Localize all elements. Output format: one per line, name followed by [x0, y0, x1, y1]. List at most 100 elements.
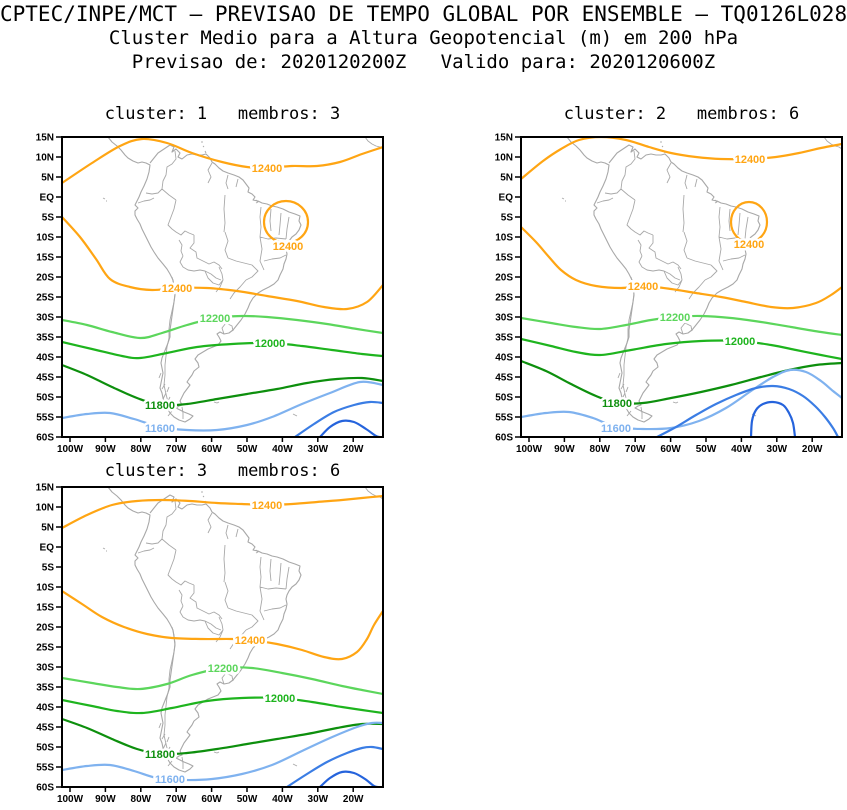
contour-12200 [521, 314, 842, 337]
lat-tick-label: 15N [36, 483, 54, 494]
contour-12400 [262, 199, 310, 245]
contour-12200 [62, 666, 383, 696]
lon-tick-label: 40W [731, 444, 752, 455]
lat-tick-label: 10S [36, 583, 54, 594]
contour-11600 [62, 380, 383, 432]
contour-label-12400: 12400 [628, 281, 659, 293]
contour-11400 [285, 745, 383, 787]
panel-title-cluster-1: cluster: 1 membros: 3 [104, 104, 341, 124]
lat-tick-label: 55S [36, 763, 54, 774]
contour-12400 [62, 137, 383, 185]
contour-12000 [521, 337, 842, 361]
lat-tick-label: 25S [495, 293, 513, 304]
lat-tick-label: 25S [36, 293, 54, 304]
contour-label-12200: 12200 [200, 313, 231, 325]
header-title-line2: Cluster Medio para a Altura Geopotencial… [108, 27, 739, 49]
contour-11800 [521, 359, 842, 405]
lon-tick-label: 40W [272, 444, 293, 455]
lat-tick-label: 55S [495, 413, 513, 424]
lat-tick-label: 45S [36, 723, 54, 734]
contour-label-12400: 12400 [235, 635, 266, 647]
lat-tick-label: 15N [36, 133, 54, 144]
lon-tick-label: 100W [57, 444, 84, 455]
contour-11600 [62, 721, 383, 782]
contour-11400 [655, 384, 840, 437]
contour-label-12000: 12000 [265, 693, 296, 705]
lon-tick-label: 30W [767, 444, 788, 455]
lon-tick-label: 70W [166, 794, 187, 805]
contour-12400 [62, 494, 383, 530]
contour-11200 [749, 400, 797, 437]
coastline [566, 137, 761, 423]
contour-12400 [62, 589, 383, 661]
contour-label-12200: 12200 [208, 663, 239, 675]
lat-tick-label: EQ [40, 543, 55, 554]
lon-tick-label: 80W [590, 444, 611, 455]
cluster-panel-3: 12400 12400 12200 12000 11800 11600 15N 10N 5N EQ… [20, 480, 390, 810]
cluster-panel-1: 12400 12400 12400 12200 12000 11800 11600 15N 10… [20, 130, 390, 460]
lat-tick-label: 30S [495, 313, 513, 324]
lat-tick-label: 15N [495, 133, 513, 144]
contour-11400 [293, 400, 383, 437]
lat-tick-label: 60S [495, 433, 513, 444]
map-borders [102, 487, 383, 767]
lat-tick-label: 35S [36, 333, 54, 344]
contour-12200 [62, 314, 383, 340]
header-valid-times: Previsao de: 2020120200Z Valido para: 20… [131, 51, 716, 73]
lon-tick-label: 100W [57, 794, 84, 805]
contour-11200 [318, 419, 382, 437]
contour-map-cluster-3: 12400 12400 12200 12000 11800 11600 15N 10N 5N EQ… [36, 483, 384, 805]
contour-map-cluster-2: 12400 12400 12400 12200 12000 11800 11600 15N 10… [495, 133, 843, 455]
lat-tick-label: 20S [36, 623, 54, 634]
lat-tick-label: EQ [499, 193, 514, 204]
plot-frame [520, 136, 843, 438]
contour-label-11800: 11800 [602, 398, 632, 410]
lon-tick-label: 70W [625, 444, 646, 455]
coastline [107, 487, 302, 773]
lon-tick-label: 80W [131, 794, 152, 805]
contour-label-11600: 11600 [601, 423, 631, 435]
lon-tick-label: 40W [272, 794, 293, 805]
cluster-panel-2: 12400 12400 12400 12200 12000 11800 11600 15N 10… [479, 130, 847, 460]
contour-11800 [62, 717, 383, 756]
lat-tick-label: 5S [42, 563, 55, 574]
map-borders [137, 500, 290, 769]
lon-tick-label: 20W [343, 444, 364, 455]
contour-label-12200: 12200 [660, 312, 691, 324]
lat-tick-label: 60S [36, 783, 54, 794]
contour-12400 [62, 215, 383, 311]
contour-map-cluster-1: 12400 12400 12400 12200 12000 11800 11600 15N 10… [36, 133, 384, 455]
lat-tick-label: 5S [42, 213, 55, 224]
lat-tick-label: 15S [495, 253, 513, 264]
map-borders [102, 137, 383, 417]
lat-tick-label: 50S [36, 393, 54, 404]
contour-label-12000: 12000 [725, 336, 756, 348]
lat-tick-label: 50S [36, 743, 54, 754]
lat-tick-label: 5N [500, 173, 513, 184]
lat-tick-label: 10S [495, 233, 513, 244]
lat-tick-label: 5S [501, 213, 514, 224]
lat-tick-label: 5N [41, 523, 54, 534]
lon-tick-label: 30W [308, 794, 329, 805]
contour-label-12400: 12400 [734, 239, 765, 251]
contour-label-12400: 12400 [252, 500, 283, 512]
lat-tick-label: 10N [36, 503, 54, 514]
contour-label-12400: 12400 [273, 241, 304, 253]
lon-tick-label: 80W [131, 444, 152, 455]
contour-label-12400: 12400 [162, 283, 193, 295]
lon-tick-label: 90W [95, 794, 116, 805]
contour-label-11600: 11600 [145, 423, 175, 435]
lat-tick-label: EQ [40, 193, 55, 204]
lat-tick-label: 30S [36, 663, 54, 674]
panel-title-cluster-3: cluster: 3 membros: 6 [104, 461, 341, 481]
contour-12400 [521, 225, 842, 310]
contour-label-11800: 11800 [145, 749, 175, 761]
lat-tick-label: 50S [495, 393, 513, 404]
lat-tick-label: 20S [36, 273, 54, 284]
lon-tick-label: 70W [166, 444, 187, 455]
contour-12400 [521, 137, 842, 181]
lat-tick-label: 40S [495, 353, 513, 364]
lon-tick-label: 50W [237, 444, 258, 455]
lat-tick-label: 20S [495, 273, 513, 284]
lat-tick-label: 45S [495, 373, 513, 384]
